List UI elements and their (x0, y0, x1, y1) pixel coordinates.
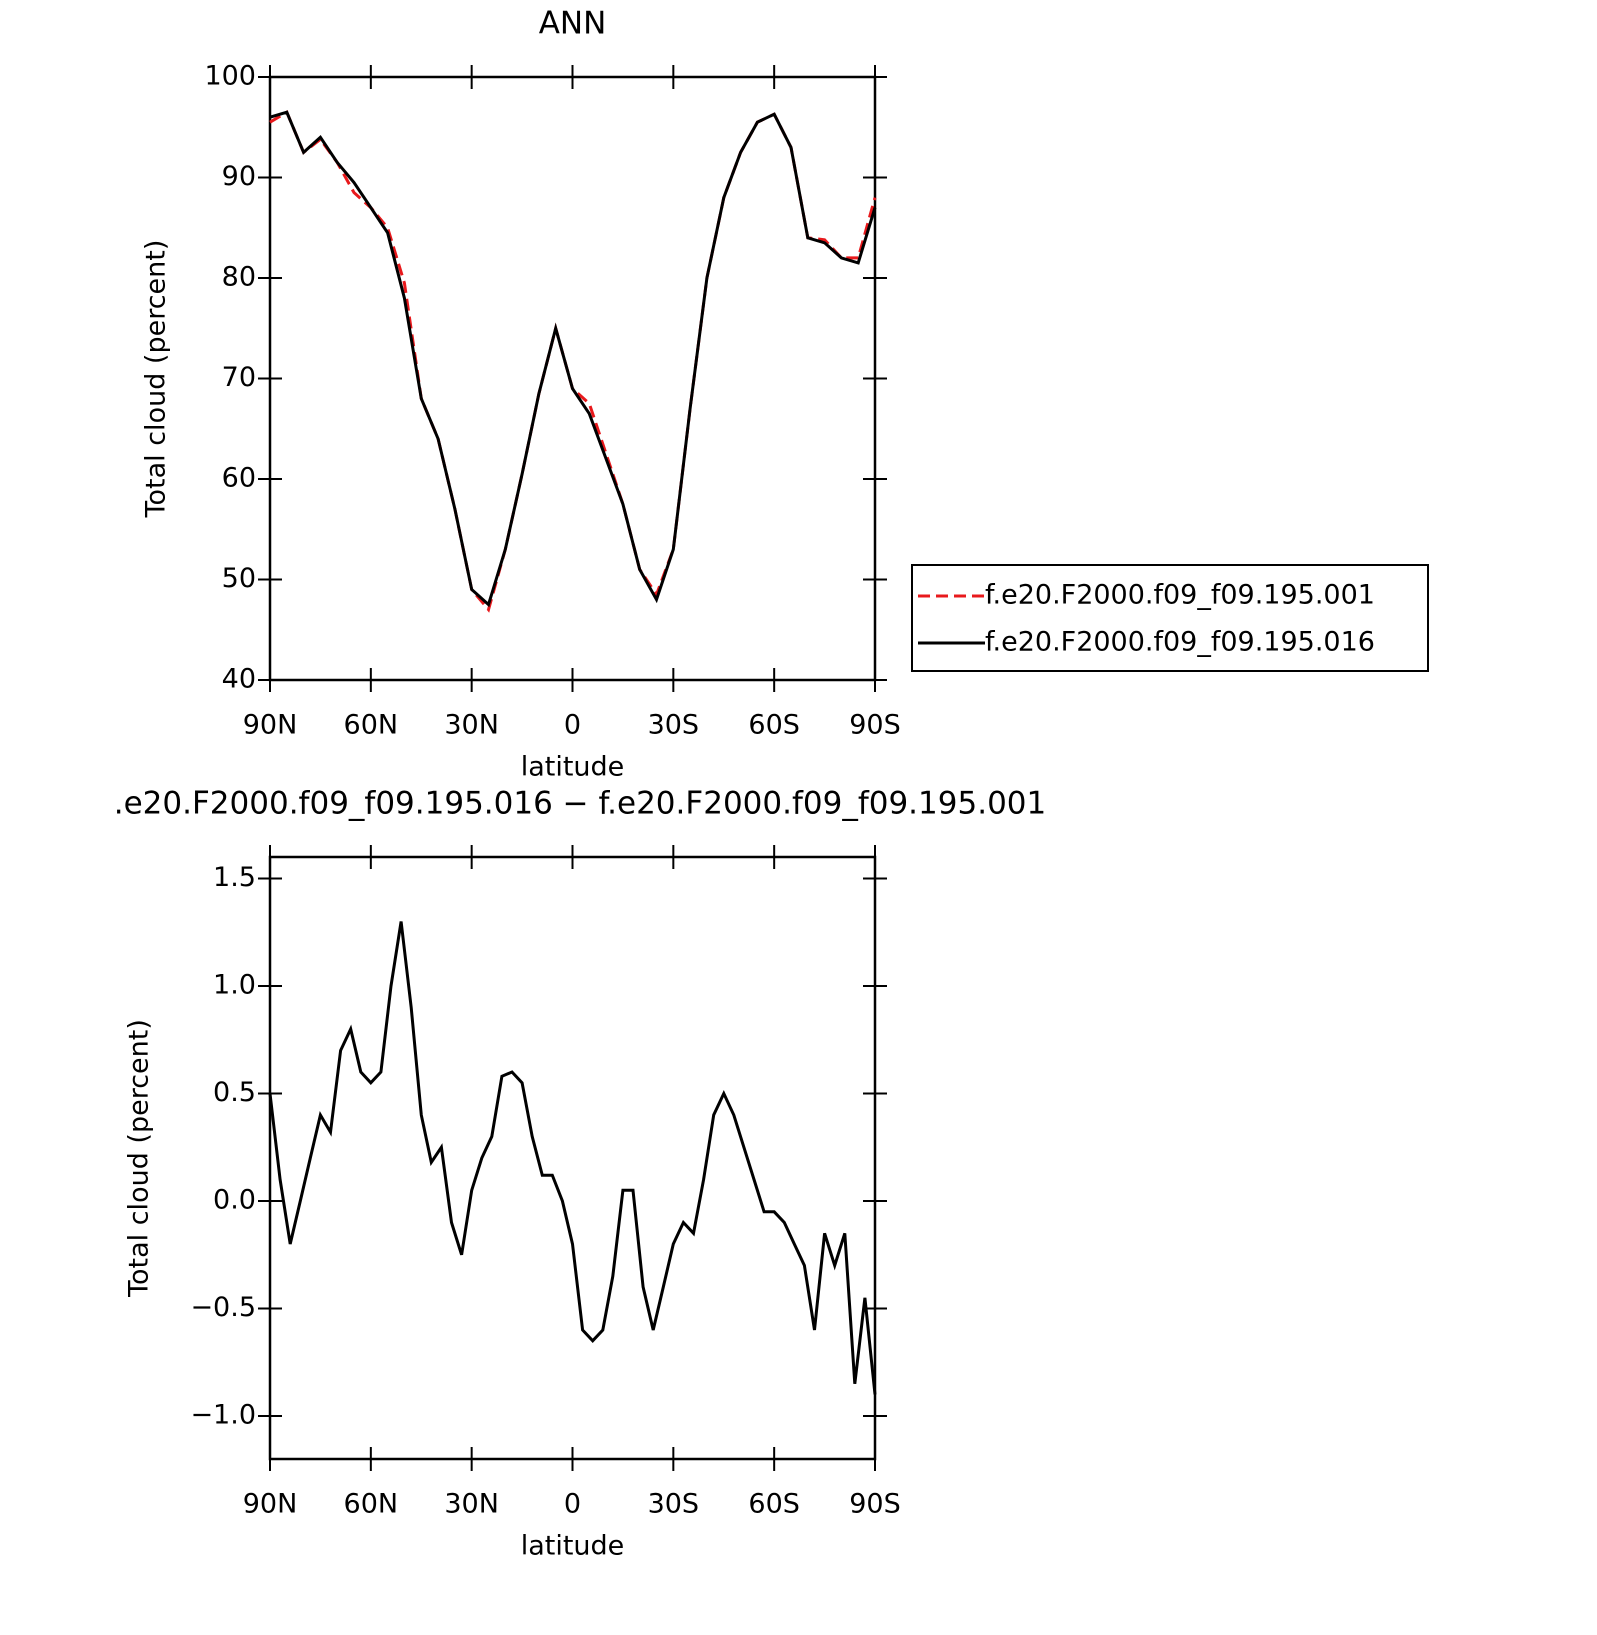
y-tick-label: −0.5 (190, 1292, 256, 1323)
x-tick-label: 90S (849, 1489, 901, 1520)
plot-frame (268, 75, 877, 682)
x-tick-label: 90N (243, 710, 298, 741)
plot-frame (268, 855, 877, 1461)
x-tick-label: 60N (344, 1489, 399, 1520)
x-tick-label: 60S (748, 710, 800, 741)
data-line (269, 110, 877, 613)
x-tick-label: 30N (444, 1489, 499, 1520)
data-line (268, 921, 877, 1395)
x-tick-label: 0 (564, 710, 581, 741)
data-line (269, 110, 877, 608)
y-tick-label: −1.0 (190, 1400, 256, 1431)
y-tick-label: 40 (222, 664, 256, 695)
legend-label: f.e20.F2000.f09_f09.195.016 (985, 627, 1375, 658)
x-tick-label: 0 (564, 1489, 581, 1520)
legend-label: f.e20.F2000.f09_f09.195.001 (985, 580, 1375, 611)
chart-title: .e20.F2000.f09_f09.195.016 − f.e20.F2000… (114, 786, 1046, 822)
x-tick-label: 90N (243, 1489, 298, 1520)
y-tick-label: 50 (222, 563, 256, 594)
x-tick-label: 30N (444, 710, 499, 741)
legend-box (911, 564, 1429, 672)
x-tick-label: 30S (648, 1489, 700, 1520)
chart-title: ANN (539, 6, 607, 42)
x-axis-label: latitude (521, 752, 625, 783)
y-axis-label: Total cloud (percent) (124, 1019, 155, 1298)
y-tick-label: 100 (204, 61, 256, 92)
y-tick-label: 0.5 (213, 1077, 256, 1108)
x-axis-label: latitude (521, 1531, 625, 1562)
x-tick-label: 60S (748, 1489, 800, 1520)
x-tick-label: 90S (849, 710, 901, 741)
y-tick-label: 70 (222, 362, 256, 393)
y-tick-label: 1.5 (213, 862, 256, 893)
y-tick-label: 1.0 (213, 970, 256, 1001)
x-tick-label: 60N (344, 710, 399, 741)
y-axis-label: Total cloud (percent) (141, 240, 172, 519)
y-tick-label: 0.0 (213, 1185, 256, 1216)
x-tick-label: 30S (648, 710, 700, 741)
y-tick-label: 90 (222, 161, 256, 192)
y-tick-label: 60 (222, 463, 256, 494)
y-tick-label: 80 (222, 262, 256, 293)
